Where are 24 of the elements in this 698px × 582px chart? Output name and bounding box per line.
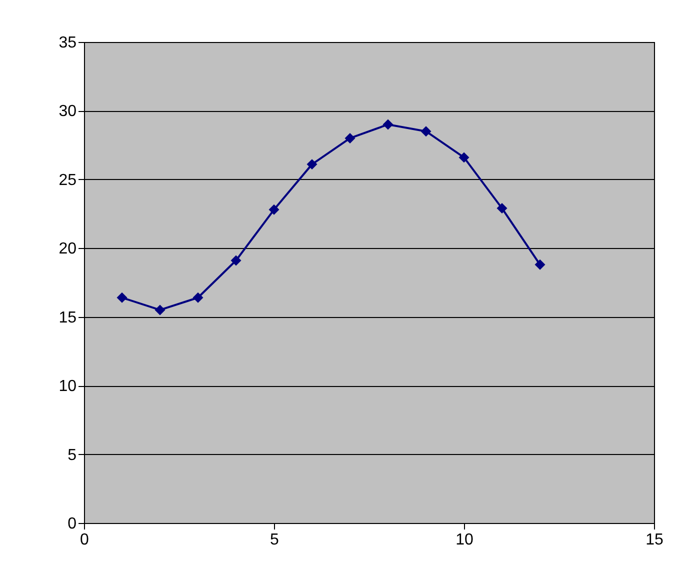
y-tick-label: 0 xyxy=(68,516,77,532)
point xyxy=(192,292,204,303)
y-tick-label: 25 xyxy=(58,172,77,189)
x-tick-label: 15 xyxy=(646,532,664,548)
point xyxy=(154,304,166,316)
y-tick-label: 35 xyxy=(58,34,77,52)
point xyxy=(420,126,432,137)
y-tick-label: 15 xyxy=(58,309,77,326)
point xyxy=(268,204,280,215)
y-tick-label: 30 xyxy=(58,103,77,120)
y-tick-label: 20 xyxy=(58,240,77,258)
point xyxy=(496,203,508,214)
x-tick-label: 5 xyxy=(270,532,280,548)
x-tick-label: 10 xyxy=(456,532,474,548)
point xyxy=(534,259,546,270)
point xyxy=(306,159,318,170)
point xyxy=(230,255,242,266)
x-tick-label: 0 xyxy=(80,532,90,548)
y-tick-label: 5 xyxy=(68,446,77,464)
point xyxy=(344,132,356,144)
point xyxy=(116,292,128,303)
point xyxy=(382,119,394,130)
y-tick-label: 10 xyxy=(58,378,77,396)
point xyxy=(458,152,470,163)
